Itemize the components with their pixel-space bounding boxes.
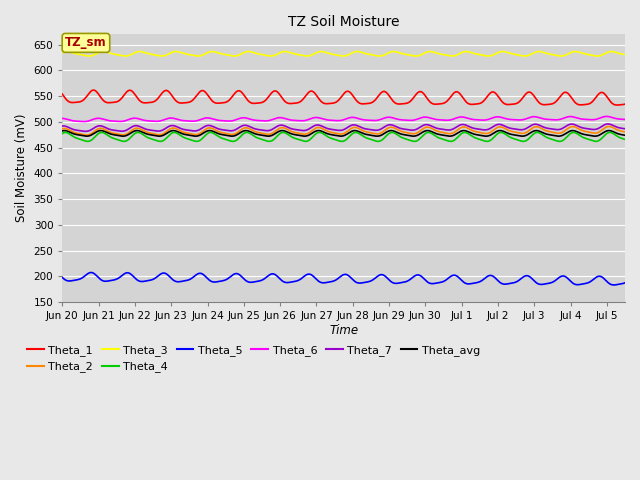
Text: TZ_sm: TZ_sm [65,36,107,49]
Y-axis label: Soil Moisture (mV): Soil Moisture (mV) [15,114,28,222]
Title: TZ Soil Moisture: TZ Soil Moisture [288,15,399,29]
X-axis label: Time: Time [329,324,358,337]
Legend: Theta_1, Theta_2, Theta_3, Theta_4, Theta_5, Theta_6, Theta_7, Theta_avg: Theta_1, Theta_2, Theta_3, Theta_4, Thet… [23,341,484,377]
